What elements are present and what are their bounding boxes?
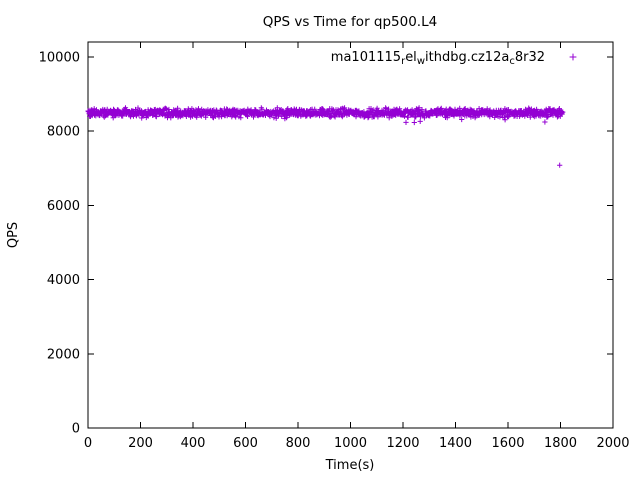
x-tick-label: 600 (233, 436, 258, 451)
y-tick-label: 10000 (39, 50, 80, 65)
chart-title: QPS vs Time for qp500.L4 (263, 14, 437, 30)
y-tick-label: 6000 (47, 199, 80, 214)
x-tick-label: 800 (286, 436, 311, 451)
x-tick-label: 200 (128, 436, 153, 451)
x-tick-label: 1000 (334, 436, 367, 451)
y-tick-label: 8000 (47, 125, 80, 140)
data-points (85, 105, 566, 126)
axis-ticks (87, 42, 614, 429)
plot-area: 0 200 400 600 800 1000 1200 1400 1600 1800 2000 0 20… (39, 41, 630, 451)
y-axis-label: QPS (6, 222, 21, 248)
x-tick-label: 0 (84, 436, 92, 451)
x-tick-label: 1400 (439, 436, 472, 451)
y-tick-label: 2000 (47, 347, 80, 362)
legend: ma101115relwithdbg.cz12ac8r32 (331, 50, 577, 67)
x-tick-label: 1200 (386, 436, 419, 451)
legend-marker-icon (569, 53, 577, 61)
y-tick-label: 4000 (47, 273, 80, 288)
x-tick-label: 1800 (544, 436, 577, 451)
plot-border (87, 41, 614, 429)
legend-label: ma101115relwithdbg.cz12ac8r32 (331, 50, 545, 67)
x-tick-label: 400 (181, 436, 206, 451)
x-tick-label: 1600 (491, 436, 524, 451)
x-axis-label: Time(s) (325, 458, 375, 473)
y-tick-label: 0 (72, 422, 80, 437)
x-tick-label: 2000 (596, 436, 629, 451)
outlier-points (557, 162, 563, 168)
